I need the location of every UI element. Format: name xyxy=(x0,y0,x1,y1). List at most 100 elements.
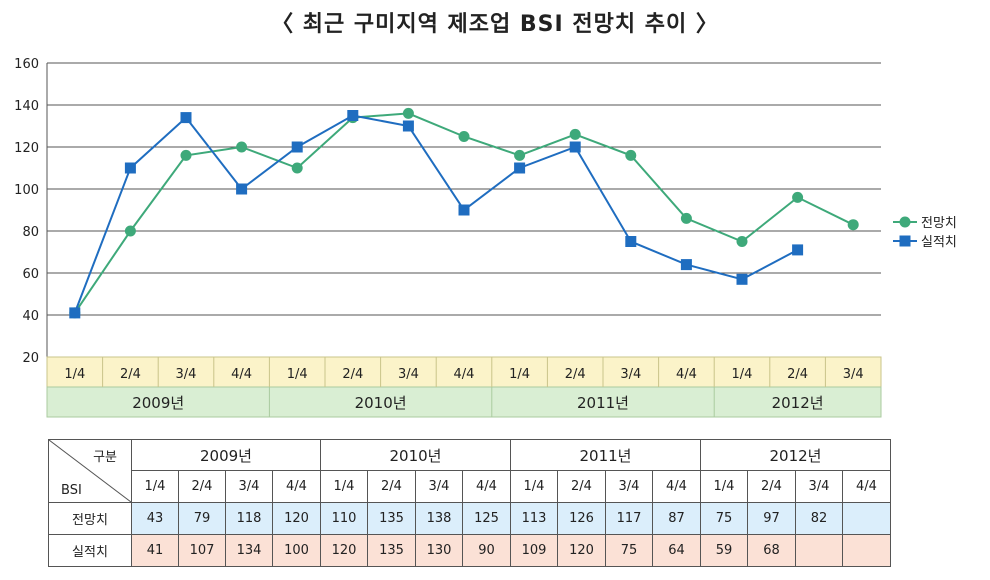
table-quarter-header: 1/4 xyxy=(320,470,368,503)
table-header-bsi: BSI xyxy=(61,483,82,498)
table-quarter-header: 4/4 xyxy=(462,470,511,503)
table-quarter-header: 3/4 xyxy=(415,470,463,503)
table-corner-cell: 구분 BSI xyxy=(48,439,132,503)
forecast-point xyxy=(625,149,637,161)
table-cell-actual: 41 xyxy=(131,534,179,567)
table-year-header: 2010년 xyxy=(320,439,511,471)
table-cell-actual: 134 xyxy=(225,534,273,567)
y-tick-label: 20 xyxy=(22,351,39,366)
actual-point xyxy=(180,112,192,124)
actual-point xyxy=(514,162,526,174)
x-tick-label: 2/4 xyxy=(342,367,363,382)
table-quarter-header: 2/4 xyxy=(367,470,416,503)
actual-point xyxy=(124,162,136,174)
table-cell-actual: 109 xyxy=(510,534,558,567)
x-tick-label: 4/4 xyxy=(454,367,475,382)
legend-label: 전망치 xyxy=(921,216,957,231)
table-quarter-header: 2/4 xyxy=(747,470,796,503)
table-cell-forecast: 97 xyxy=(747,502,796,535)
year-band xyxy=(46,386,882,418)
forecast-point xyxy=(402,107,414,119)
forecast-point xyxy=(180,149,192,161)
x-year-label: 2011년 xyxy=(577,394,629,412)
table-quarter-header: 3/4 xyxy=(605,470,653,503)
forecast-point xyxy=(569,128,581,140)
table-cell-forecast: 82 xyxy=(795,502,843,535)
x-tick-label: 4/4 xyxy=(676,367,697,382)
forecast-point xyxy=(736,236,748,247)
forecast-point xyxy=(291,162,303,174)
table-cell-forecast: 117 xyxy=(605,502,653,535)
table-cell-actual: 75 xyxy=(605,534,653,567)
table-cell-forecast: 43 xyxy=(131,502,179,535)
actual-point xyxy=(792,244,804,256)
table-header-gubun: 구분 xyxy=(93,450,117,465)
actual-point xyxy=(236,183,248,195)
table-quarter-header: 4/4 xyxy=(842,470,891,503)
series-line xyxy=(73,114,799,314)
row-label-forecast: 전망치 xyxy=(48,502,132,535)
x-year-label: 2009년 xyxy=(132,394,184,412)
x-tick-label: 1/4 xyxy=(509,367,530,382)
y-tick-label: 80 xyxy=(22,225,39,240)
x-tick-label: 2/4 xyxy=(120,367,141,382)
y-tick-label: 140 xyxy=(14,99,39,114)
x-tick-label: 3/4 xyxy=(843,367,864,382)
table-cell-actual: 135 xyxy=(367,534,416,567)
x-tick-label: 3/4 xyxy=(176,367,197,382)
table-year-header: 2012년 xyxy=(700,439,891,471)
y-tick-label: 40 xyxy=(22,309,39,324)
table-quarter-header: 1/4 xyxy=(131,470,179,503)
x-tick-label: 4/4 xyxy=(231,367,252,382)
table-quarter-header: 3/4 xyxy=(225,470,273,503)
actual-point xyxy=(69,307,81,319)
actual-point xyxy=(569,141,581,153)
table-quarter-header: 4/4 xyxy=(652,470,701,503)
forecast-point xyxy=(792,191,804,203)
table-cell-forecast: 138 xyxy=(415,502,463,535)
table-cell-forecast: 120 xyxy=(272,502,321,535)
table-cell-forecast: 79 xyxy=(178,502,226,535)
y-tick-label: 60 xyxy=(22,267,39,282)
actual-point xyxy=(458,204,470,216)
forecast-point xyxy=(458,131,470,142)
table-cell-actual: 120 xyxy=(320,534,368,567)
actual-point xyxy=(736,273,748,285)
forecast-point xyxy=(124,225,136,237)
table-cell-actual xyxy=(842,534,891,567)
table-cell-forecast: 118 xyxy=(225,502,273,535)
quarter-band xyxy=(46,356,882,388)
table-cell-actual: 130 xyxy=(415,534,463,567)
actual-point xyxy=(402,120,414,132)
legend-label: 실적치 xyxy=(921,235,957,250)
forecast-point xyxy=(847,219,859,231)
table-cell-forecast: 126 xyxy=(557,502,606,535)
table-quarter-header: 2/4 xyxy=(178,470,226,503)
x-tick-label: 2/4 xyxy=(787,367,808,382)
table-quarter-header: 4/4 xyxy=(272,470,321,503)
x-tick-label: 3/4 xyxy=(398,367,419,382)
legend-marker xyxy=(899,235,911,247)
x-year-label: 2010년 xyxy=(355,394,407,412)
table-cell-forecast: 75 xyxy=(700,502,748,535)
actual-point xyxy=(347,110,359,121)
table-cell-actual: 90 xyxy=(462,534,511,567)
table-cell-forecast: 110 xyxy=(320,502,368,535)
x-tick-label: 1/4 xyxy=(64,367,85,382)
table-cell-actual: 68 xyxy=(747,534,796,567)
table-cell-actual xyxy=(795,534,843,567)
table-cell-forecast: 113 xyxy=(510,502,558,535)
table-quarter-header: 1/4 xyxy=(700,470,748,503)
table-cell-forecast: 125 xyxy=(462,502,511,535)
forecast-point xyxy=(680,212,692,224)
y-tick-label: 160 xyxy=(14,57,39,72)
actual-point xyxy=(291,141,303,153)
x-tick-label: 1/4 xyxy=(732,367,753,382)
table-year-header: 2011년 xyxy=(510,439,701,471)
table-cell-actual: 64 xyxy=(652,534,701,567)
table-cell-actual: 100 xyxy=(272,534,321,567)
bsi-line-chart: 20 40 60 80 100 120 140 160 1/4 2/4 3/4 4/4 1/4 2/4 3… xyxy=(14,57,957,418)
table-year-header: 2009년 xyxy=(131,439,321,471)
legend-marker xyxy=(899,216,911,228)
x-tick-label: 3/4 xyxy=(620,367,641,382)
